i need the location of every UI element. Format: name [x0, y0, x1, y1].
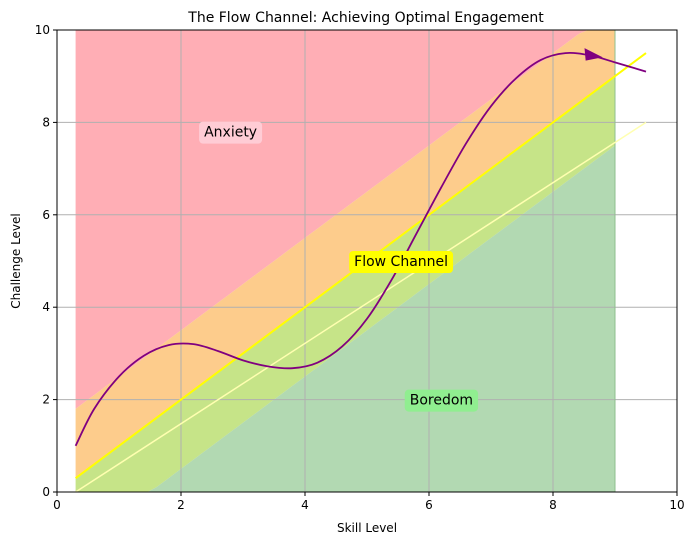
chart-title: The Flow Channel: Achieving Optimal Enga…	[187, 10, 544, 26]
y-axis-label: Challenge Level	[9, 213, 23, 308]
engagement-path	[74, 52, 647, 447]
annotation-anxiety: Anxiety	[199, 121, 263, 144]
annotation-flow-channel: Flow Channel	[349, 251, 454, 273]
plot-frame	[56, 29, 678, 493]
x-tick-label-2: 4	[301, 498, 309, 512]
y-tick-label-2: 4	[42, 300, 50, 314]
annotation-text-2: Boredom	[410, 393, 473, 409]
path-arrow-head	[584, 48, 603, 61]
annotation-text-1: Flow Channel	[354, 254, 448, 270]
x-tick-label-5: 10	[669, 498, 684, 512]
y-tick-label-3: 6	[42, 208, 50, 222]
regions-layer	[75, 30, 616, 492]
ticks-layer: 0 2 4 6 8 10 0 2 4 6 8 10	[35, 23, 685, 512]
region-2	[75, 76, 616, 492]
x-tick-label-3: 6	[425, 498, 433, 512]
x-tick-label-4: 8	[549, 498, 557, 512]
y-tick-label-1: 2	[42, 393, 50, 407]
annotation-boredom: Boredom	[404, 389, 479, 412]
x-tick-label-1: 2	[177, 498, 185, 512]
annotation-box-1	[349, 251, 454, 273]
region-1	[75, 30, 616, 479]
y-tick-label-0: 0	[42, 485, 50, 499]
annotation-text-0: Anxiety	[204, 125, 257, 141]
region-3	[75, 145, 616, 492]
x-axis-label: Skill Level	[337, 521, 397, 535]
y-tick-label-4: 8	[42, 115, 50, 129]
x-tick-label-0: 0	[53, 498, 61, 512]
annotation-box-0	[199, 121, 263, 144]
flow-edge-line	[75, 121, 647, 493]
annotation-layer: Anxiety Flow Channel Boredom	[199, 121, 479, 412]
y-tick-label-5: 10	[35, 23, 50, 37]
annotation-box-2	[404, 389, 479, 412]
